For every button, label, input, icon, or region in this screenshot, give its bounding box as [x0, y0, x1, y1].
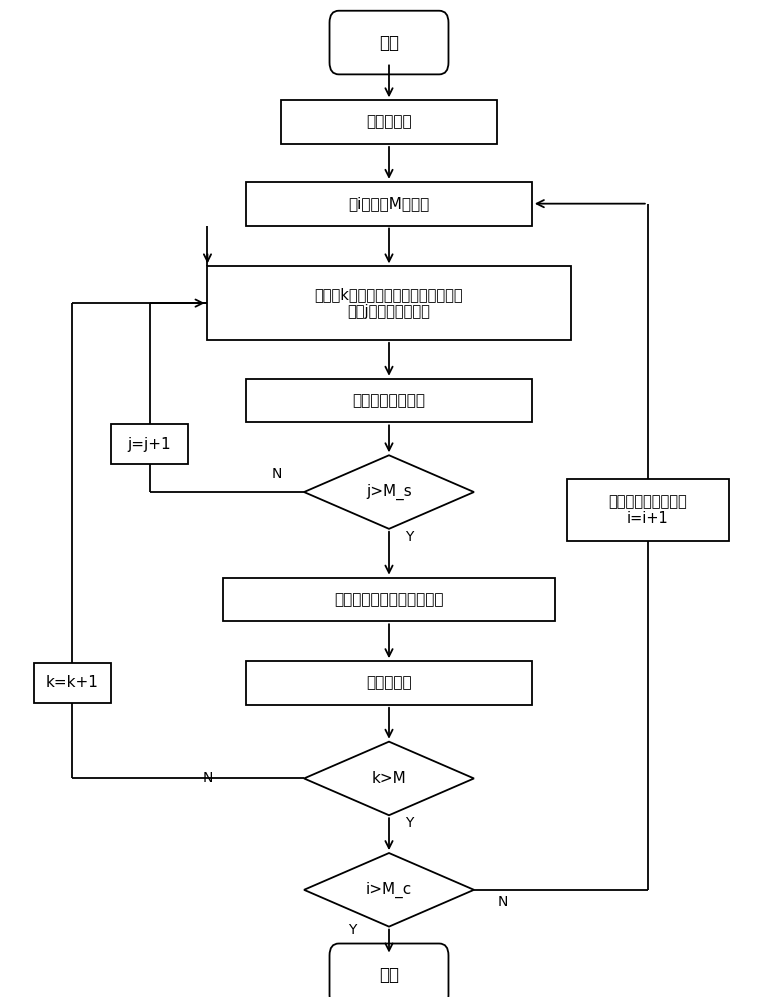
Bar	[223, 578, 555, 621]
Text: 更新粒子位置、速度
i=i+1: 更新粒子位置、速度 i=i+1	[608, 494, 687, 526]
Bar	[246, 661, 532, 705]
Text: 开始: 开始	[379, 34, 399, 52]
Text: k=k+1: k=k+1	[46, 675, 99, 690]
Text: k>M: k>M	[372, 771, 406, 786]
Text: 调用双层优化模型: 调用双层优化模型	[352, 393, 426, 408]
Text: Y: Y	[405, 530, 414, 544]
Text: j>M_s: j>M_s	[366, 484, 412, 500]
Bar	[208, 266, 570, 340]
Text: Y: Y	[405, 816, 414, 830]
Text: 机会约束检验，求得目标値: 机会约束检验，求得目标値	[335, 592, 443, 607]
Bar	[111, 424, 188, 464]
Text: N: N	[202, 771, 212, 785]
Text: 初始化参数: 初始化参数	[366, 115, 412, 130]
FancyBboxPatch shape	[330, 11, 448, 74]
Polygon shape	[304, 853, 474, 927]
Text: 针对第k个粒子，对充电站可用容量进
行第j次蒙特卡洛抽样: 针对第k个粒子，对充电站可用容量进 行第j次蒙特卡洛抽样	[314, 287, 464, 319]
Text: j=j+1: j=j+1	[128, 437, 171, 452]
Text: 得到适应度: 得到适应度	[366, 675, 412, 690]
Polygon shape	[304, 742, 474, 815]
Text: N: N	[272, 467, 282, 481]
Text: 结束: 结束	[379, 966, 399, 984]
Text: i>M_c: i>M_c	[366, 882, 412, 898]
FancyBboxPatch shape	[330, 944, 448, 1000]
Text: Y: Y	[349, 923, 357, 937]
Bar	[246, 379, 532, 422]
Bar	[281, 100, 497, 144]
Bar	[246, 182, 532, 226]
Text: 第i次生成M个粒子: 第i次生成M个粒子	[349, 196, 429, 211]
Polygon shape	[304, 455, 474, 529]
Bar	[33, 663, 111, 703]
Bar	[566, 479, 729, 541]
Text: N: N	[498, 895, 508, 909]
